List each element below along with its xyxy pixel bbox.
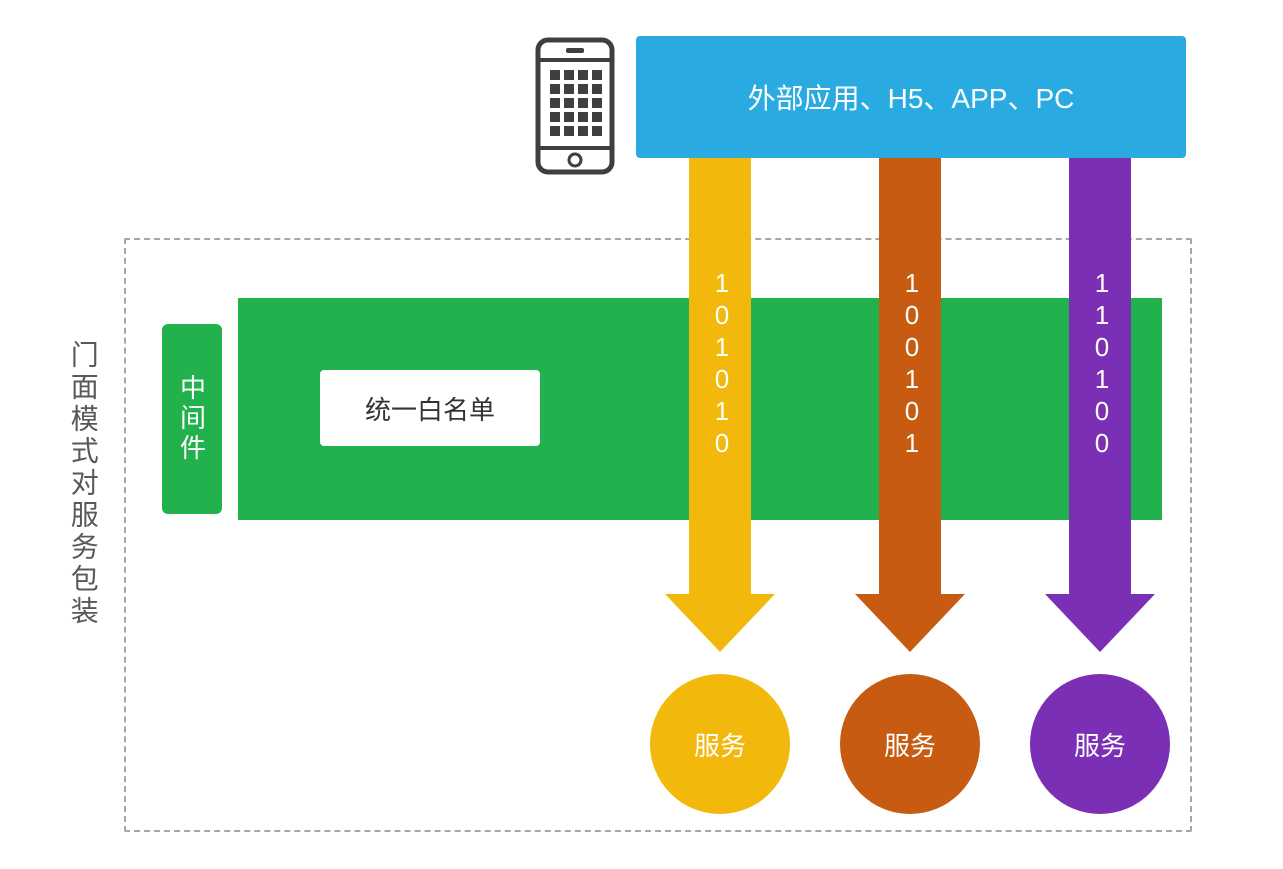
arrow-1-head <box>665 594 775 652</box>
external-apps-box: 外部应用、H5、APP、PC <box>636 36 1186 158</box>
whitelist-box: 统一白名单 <box>320 370 540 446</box>
arrow-3-text: 110100 <box>1086 268 1117 460</box>
arrow-2-text: 100101 <box>896 268 927 460</box>
arrow-1-text: 101010 <box>706 268 737 460</box>
middleware-pill: 中间件 <box>162 324 222 514</box>
service-3: 服务 <box>1030 674 1170 814</box>
service-1: 服务 <box>650 674 790 814</box>
phone-icon <box>530 36 620 176</box>
service-2: 服务 <box>840 674 980 814</box>
diagram-canvas: 门面模式对服务包装 <box>0 0 1283 869</box>
arrow-2-head <box>855 594 965 652</box>
side-title: 门面模式对服务包装 <box>60 340 105 628</box>
arrow-3-head <box>1045 594 1155 652</box>
